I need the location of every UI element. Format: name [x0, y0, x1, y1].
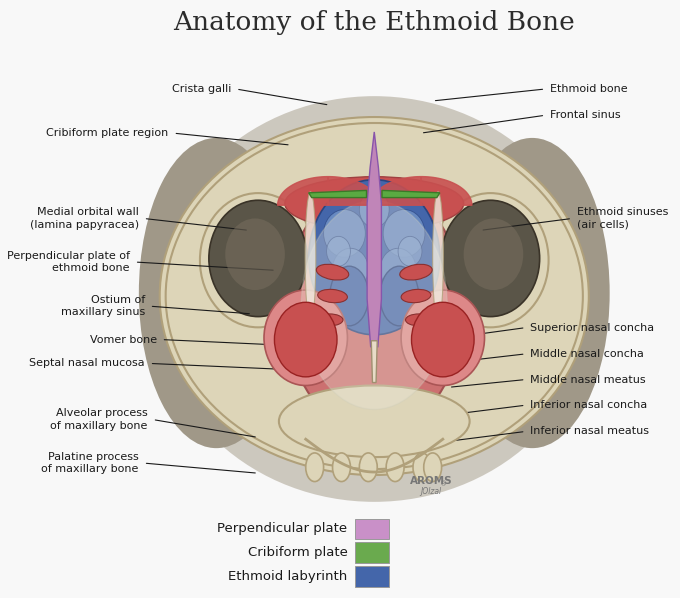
Ellipse shape [285, 182, 464, 433]
Ellipse shape [154, 96, 595, 502]
Text: Septal nasal mucosa: Septal nasal mucosa [29, 358, 145, 368]
Ellipse shape [380, 248, 416, 290]
Ellipse shape [413, 453, 431, 481]
Polygon shape [309, 190, 367, 197]
Ellipse shape [411, 302, 474, 377]
Ellipse shape [225, 218, 285, 290]
Text: Ethmoid bone: Ethmoid bone [550, 84, 628, 94]
Text: Middle nasal concha: Middle nasal concha [530, 349, 644, 359]
Ellipse shape [432, 193, 549, 327]
Ellipse shape [316, 314, 343, 326]
Ellipse shape [333, 453, 350, 481]
Text: Alveolar process
of maxillary bone: Alveolar process of maxillary bone [50, 408, 148, 431]
Ellipse shape [401, 290, 485, 386]
Text: Crista galli: Crista galli [172, 84, 231, 94]
Ellipse shape [424, 453, 441, 481]
Ellipse shape [464, 218, 523, 290]
Ellipse shape [359, 453, 377, 481]
Text: Palatine process
of maxillary bone: Palatine process of maxillary bone [41, 452, 139, 474]
Text: Frontal sinus: Frontal sinus [550, 110, 621, 120]
Ellipse shape [264, 290, 347, 386]
Ellipse shape [384, 209, 425, 257]
Text: Perpendicular plate of
ethmoid bone: Perpendicular plate of ethmoid bone [7, 251, 130, 273]
Ellipse shape [401, 289, 431, 303]
Ellipse shape [285, 176, 464, 230]
Text: Middle nasal meatus: Middle nasal meatus [530, 374, 646, 385]
Ellipse shape [309, 179, 440, 335]
Polygon shape [371, 341, 377, 383]
Ellipse shape [301, 200, 447, 410]
Ellipse shape [386, 453, 404, 481]
FancyBboxPatch shape [354, 566, 389, 587]
Text: Ethmoid labyrinth: Ethmoid labyrinth [228, 570, 347, 583]
Text: ®: ® [440, 481, 447, 487]
Ellipse shape [166, 123, 583, 469]
Ellipse shape [200, 193, 316, 327]
Ellipse shape [398, 236, 422, 266]
FancyBboxPatch shape [354, 518, 389, 539]
Text: Cribiform plate region: Cribiform plate region [46, 128, 169, 138]
Ellipse shape [160, 117, 589, 475]
Ellipse shape [359, 191, 389, 227]
Text: Ethmoid sinuses
(air cells): Ethmoid sinuses (air cells) [577, 208, 668, 230]
Text: Anatomy of the Ethmoid Bone: Anatomy of the Ethmoid Bone [173, 10, 575, 35]
Ellipse shape [400, 264, 432, 280]
Ellipse shape [324, 209, 365, 257]
Ellipse shape [305, 191, 316, 323]
Text: Inferior nasal concha: Inferior nasal concha [530, 400, 647, 410]
Text: Ostium of
maxillary sinus: Ostium of maxillary sinus [61, 295, 145, 318]
Ellipse shape [441, 200, 540, 316]
Ellipse shape [316, 264, 349, 280]
Ellipse shape [455, 138, 610, 448]
Ellipse shape [432, 191, 443, 323]
Text: Inferior nasal meatus: Inferior nasal meatus [530, 426, 649, 437]
Ellipse shape [139, 138, 294, 448]
Ellipse shape [380, 266, 419, 326]
Text: Medial orbital wall
(lamina papyracea): Medial orbital wall (lamina papyracea) [30, 208, 139, 230]
Ellipse shape [330, 266, 369, 326]
Text: Perpendicular plate: Perpendicular plate [218, 522, 347, 535]
Text: Vomer bone: Vomer bone [90, 334, 156, 344]
Ellipse shape [405, 314, 432, 326]
Text: JOlzal: JOlzal [420, 487, 441, 496]
Ellipse shape [209, 200, 307, 316]
Ellipse shape [275, 302, 337, 377]
Ellipse shape [306, 453, 324, 481]
Ellipse shape [326, 236, 350, 266]
Ellipse shape [333, 248, 369, 290]
Polygon shape [367, 132, 381, 347]
Polygon shape [382, 190, 440, 197]
Text: Cribiform plate: Cribiform plate [248, 546, 347, 559]
Text: AROMS: AROMS [409, 476, 452, 486]
Text: Superior nasal concha: Superior nasal concha [530, 323, 655, 332]
FancyBboxPatch shape [354, 542, 389, 563]
Ellipse shape [279, 386, 470, 457]
Ellipse shape [318, 289, 347, 303]
